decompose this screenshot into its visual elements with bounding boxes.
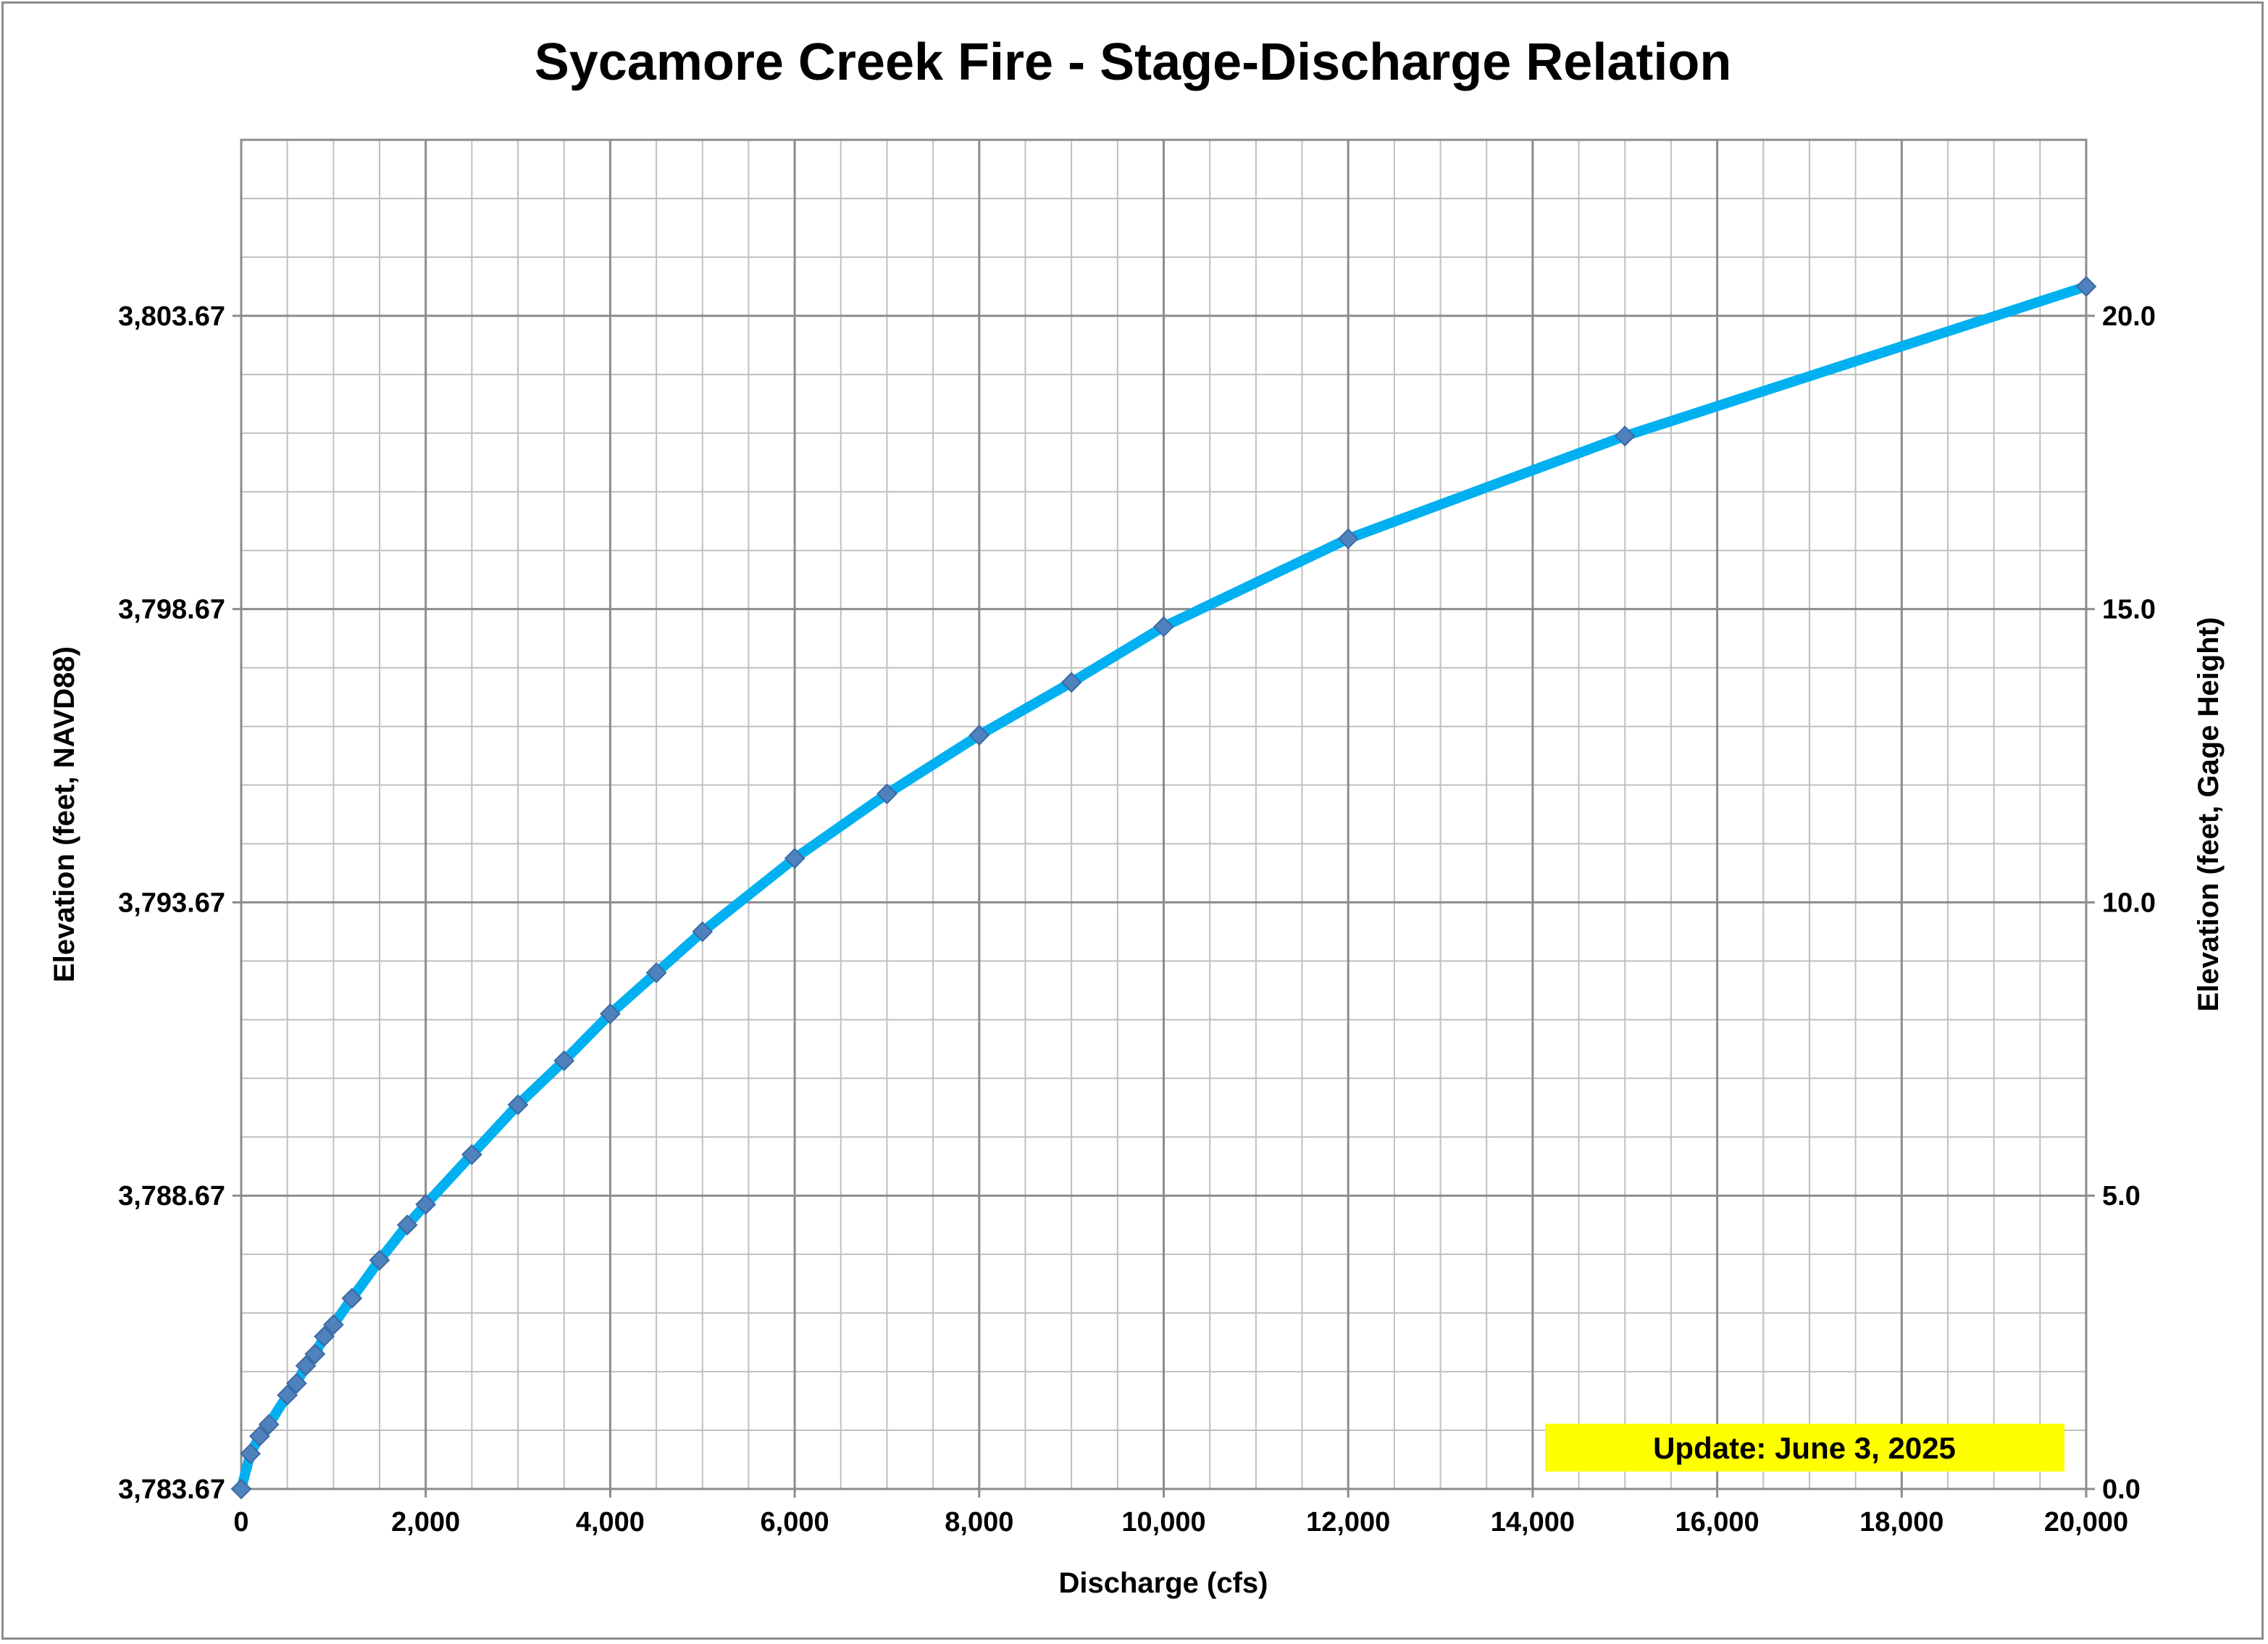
- data-point-marker: [507, 1094, 529, 1116]
- data-point-marker: [1614, 425, 1636, 447]
- data-point-marker: [295, 1355, 317, 1377]
- x-tick-label: 8,000: [945, 1507, 1013, 1537]
- data-point-marker: [341, 1288, 363, 1309]
- data-point-marker: [461, 1144, 482, 1165]
- x-axis-label: Discharge (cfs): [1059, 1567, 1268, 1599]
- x-tick-label: 18,000: [1859, 1507, 1943, 1537]
- y-left-axis-label: Elevation (feet, NAVD88): [49, 646, 80, 982]
- x-tick-label: 14,000: [1491, 1507, 1575, 1537]
- x-tick-label: 2,000: [391, 1507, 460, 1537]
- data-point-marker: [2075, 275, 2097, 297]
- y-right-tick-label: 15.0: [2102, 595, 2156, 625]
- y-left-tick-label: 3,803.67: [118, 301, 225, 332]
- x-axis-ticks: 0 2,000 4,000 6,000 8,000 10,000 12,000 14,000 1…: [233, 1489, 2128, 1537]
- data-point-marker: [230, 1478, 252, 1500]
- y-right-axis-ticks: 0.0 5.0 10.0 15.0 20.0: [2086, 301, 2156, 1505]
- x-tick-label: 12,000: [1306, 1507, 1390, 1537]
- rating-curve-markers: [230, 275, 2097, 1500]
- data-point-marker: [784, 848, 805, 869]
- data-point-marker: [314, 1326, 335, 1347]
- data-point-marker: [645, 962, 667, 983]
- data-point-marker: [1153, 616, 1174, 638]
- y-left-tick-label: 3,783.67: [118, 1474, 225, 1505]
- x-tick-label: 10,000: [1121, 1507, 1205, 1537]
- data-point-marker: [599, 1003, 621, 1025]
- data-point-marker: [258, 1414, 280, 1435]
- x-tick-label: 0: [233, 1507, 248, 1537]
- data-point-marker: [1337, 528, 1359, 549]
- data-point-marker: [369, 1249, 390, 1271]
- x-tick-label: 6,000: [761, 1507, 829, 1537]
- data-point-marker: [322, 1314, 344, 1335]
- update-note-box: [1545, 1424, 2064, 1472]
- y-left-axis-ticks: 3,783.67 3,788.67 3,793.67 3,798.67 3,803.67: [118, 301, 241, 1505]
- x-tick-label: 4,000: [576, 1507, 645, 1537]
- data-point-marker: [553, 1050, 575, 1072]
- y-right-tick-label: 0.0: [2102, 1474, 2141, 1505]
- y-left-tick-label: 3,788.67: [118, 1181, 225, 1211]
- x-tick-label: 16,000: [1675, 1507, 1759, 1537]
- rating-curve-line: [236, 281, 2091, 1494]
- y-right-tick-label: 20.0: [2102, 301, 2156, 332]
- data-point-marker: [304, 1343, 326, 1365]
- x-tick-label: 20,000: [2044, 1507, 2128, 1537]
- data-point-marker: [692, 921, 714, 943]
- chart-title: Sycamore Creek Fire - Stage-Discharge Re…: [535, 33, 1732, 91]
- data-point-marker: [285, 1372, 307, 1394]
- y-left-tick-label: 3,793.67: [118, 888, 225, 918]
- data-point-marker: [249, 1425, 270, 1447]
- data-point-marker: [415, 1193, 437, 1215]
- update-note: Update: June 3, 2025: [1545, 1424, 2064, 1472]
- data-point-marker: [968, 725, 990, 746]
- data-point-marker: [240, 1443, 261, 1464]
- update-note-text: Update: June 3, 2025: [1653, 1431, 1956, 1465]
- data-point-marker: [396, 1214, 418, 1236]
- data-point-marker: [277, 1385, 298, 1406]
- y-right-axis-label: Elevation (feet, Gage Height): [2193, 617, 2225, 1012]
- y-right-tick-label: 5.0: [2102, 1181, 2141, 1211]
- y-left-tick-label: 3,798.67: [118, 595, 225, 625]
- data-point-marker: [876, 783, 897, 805]
- data-point-marker: [1060, 672, 1082, 693]
- y-right-tick-label: 10.0: [2102, 888, 2156, 918]
